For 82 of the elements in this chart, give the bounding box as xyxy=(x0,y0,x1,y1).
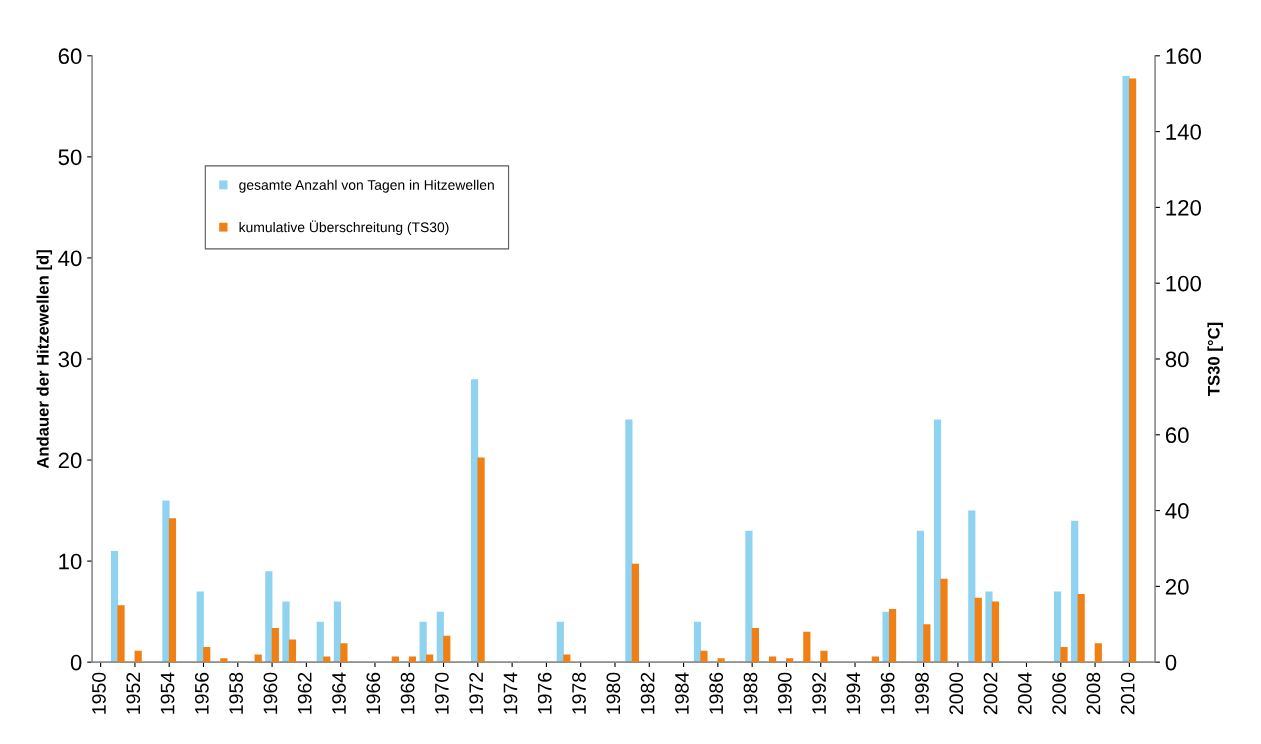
x-tick-label: 1954 xyxy=(160,672,175,714)
x-tick-label: 1974 xyxy=(503,672,518,714)
bar xyxy=(751,628,759,663)
bar xyxy=(1060,647,1068,663)
x-tick-label: 1984 xyxy=(675,672,689,714)
y-tick-label: 30 xyxy=(58,351,82,368)
bar xyxy=(968,510,976,663)
y2-tick-label: 40 xyxy=(1165,503,1189,519)
x-tick-label: 1988 xyxy=(743,672,758,714)
x-tick-label: 1968 xyxy=(400,672,415,714)
bar xyxy=(323,656,331,663)
y2-tick-label: 100 xyxy=(1166,275,1202,292)
legend-label: gesamte Anzahl von Tagen in Hitzewellen xyxy=(239,179,494,193)
x-tick-label: 1972 xyxy=(469,672,484,714)
y-tick-label: 60 xyxy=(58,48,82,65)
x-tick-label: 1994 xyxy=(846,672,861,714)
x-tick-label: 1950 xyxy=(92,672,106,714)
bar xyxy=(1053,591,1062,663)
bar xyxy=(408,656,417,663)
x-tick-label: 1966 xyxy=(366,672,381,714)
x-tick-label: 2004 xyxy=(1017,672,1032,715)
y2-tick-label: 20 xyxy=(1165,578,1189,595)
y2-tick-label: 80 xyxy=(1165,351,1189,368)
y-tick-label: 50 xyxy=(58,149,82,166)
x-tick-label: 1998 xyxy=(915,672,929,714)
y2-tick-label: 120 xyxy=(1166,199,1202,216)
bar xyxy=(693,621,702,663)
x-tick-label: 2008 xyxy=(1086,672,1101,715)
x-tick-label: 1978 xyxy=(572,672,586,714)
bar xyxy=(768,656,777,663)
x-tick-label: 1982 xyxy=(640,672,655,714)
bar xyxy=(803,631,811,663)
y2-tick-label: 0 xyxy=(1165,654,1177,671)
bar xyxy=(786,658,794,663)
x-tick-label: 1976 xyxy=(537,672,552,714)
bar xyxy=(717,658,725,663)
x-tick-label: 1960 xyxy=(263,672,278,714)
x-tick-label: 1980 xyxy=(606,672,621,714)
bar xyxy=(265,571,273,663)
bar xyxy=(333,601,342,663)
bar xyxy=(745,530,753,663)
bar xyxy=(316,621,324,663)
x-tick-label: 1986 xyxy=(709,672,724,714)
bar xyxy=(820,650,828,663)
x-tick-label: 1962 xyxy=(297,672,312,714)
x-tick-label: 1970 xyxy=(434,672,449,714)
x-tick-label: 2000 xyxy=(949,672,964,715)
bar xyxy=(134,650,142,663)
bar xyxy=(203,647,211,663)
x-tick-label: 1964 xyxy=(332,672,346,714)
bar xyxy=(625,419,633,663)
x-tick-label: 1996 xyxy=(880,672,895,714)
x-tick-label: 1958 xyxy=(229,672,244,714)
bar xyxy=(282,601,290,663)
x-tick-label: 1956 xyxy=(194,672,209,714)
y2-tick-label: 60 xyxy=(1165,427,1189,444)
y-tick-label: 40 xyxy=(58,250,82,267)
y-axis-title: Andauer der Hitzewellen [d] xyxy=(36,250,53,469)
x-tick-label: 1990 xyxy=(777,672,792,714)
bar xyxy=(871,656,880,663)
x-tick-label: 1952 xyxy=(126,672,141,714)
bar xyxy=(933,419,942,663)
bar xyxy=(556,621,564,663)
bar xyxy=(1071,520,1079,663)
y2-tick-label: 160 xyxy=(1166,48,1202,65)
y2-axis-title: TS30 [°C] xyxy=(1207,322,1223,396)
bar xyxy=(196,591,204,663)
bar xyxy=(220,658,228,663)
y-tick-label: 10 xyxy=(59,553,82,570)
y-tick-label: 20 xyxy=(58,452,82,469)
y-tick-label: 0 xyxy=(70,654,82,671)
legend-label: kumulative Überschreitung (TS30) xyxy=(239,220,449,235)
x-tick-label: 2006 xyxy=(1052,672,1066,715)
x-tick-label: 2010 xyxy=(1120,672,1135,715)
bar xyxy=(419,621,427,663)
bar xyxy=(916,530,924,663)
y2-tick-label: 140 xyxy=(1166,124,1202,140)
x-tick-label: 1992 xyxy=(812,672,826,714)
bar xyxy=(923,624,931,663)
bar xyxy=(391,656,399,663)
bar xyxy=(1094,643,1102,663)
x-tick-label: 2002 xyxy=(983,672,998,715)
